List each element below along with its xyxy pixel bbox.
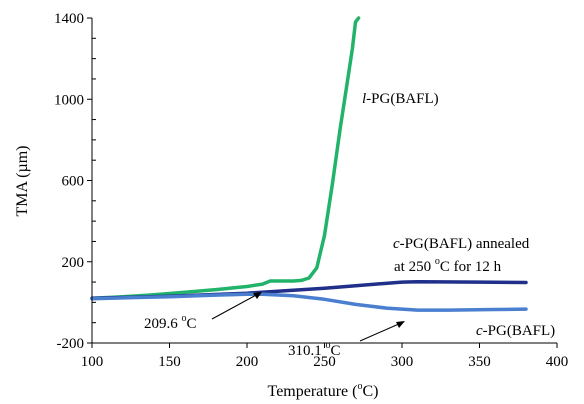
arrowhead-209-6: [253, 292, 262, 299]
x-tick-label: 350: [468, 354, 491, 370]
x-axis-title: Temperature (oC): [268, 381, 379, 400]
series-line-c-pg-bafl: [90, 292, 528, 312]
x-tick-label: 150: [158, 354, 181, 370]
arrow-310-1: [359, 322, 402, 342]
annotation-annealed-line2: at 250 oC for 12 h: [394, 256, 502, 275]
y-tick-label: 1000: [54, 92, 84, 108]
annotation-310-1: 310.1 oC: [288, 340, 341, 359]
arrow-209-6: [211, 293, 259, 320]
x-tick-label: 400: [546, 354, 569, 370]
arrowhead-310-1: [396, 321, 405, 328]
annotation-310-1-end: C: [331, 343, 341, 359]
annotation-l-pg-text: -PG(BAFL): [366, 91, 439, 107]
x-tick-label: 250: [313, 354, 336, 370]
series-lines: [90, 16, 528, 312]
annotation-annealed-line2-end: C for 12 h: [440, 259, 502, 275]
y-tick-label: 600: [62, 174, 85, 190]
annotation-annealed-italic: c: [393, 236, 400, 252]
annotation-annealed-text: -PG(BAFL) annealed: [400, 236, 530, 252]
x-axis-title-end: C): [362, 383, 378, 400]
annotation-209-6-sup: o: [182, 313, 187, 324]
annotation-209-6-text: 209.6: [144, 316, 182, 332]
annotation-annealed-line1: c-PG(BAFL) annealed: [393, 236, 530, 252]
y-axis-ticks: -200 200 600 1000 1400: [54, 11, 96, 352]
annotation-l-pg-italic: l: [362, 91, 366, 107]
y-tick-label: 1400: [54, 11, 84, 27]
annotation-c-pg-text: -PG(BAFL): [483, 323, 556, 339]
annotation-209-6-end: C: [187, 316, 197, 332]
x-axis-ticks: 100 150 200 250 300 350 400: [81, 343, 569, 370]
x-axis-title-main: Temperature (: [268, 383, 358, 400]
annotation-annealed-line2-main: at 250: [394, 259, 435, 275]
annotation-c-pg-italic: c: [476, 323, 483, 339]
y-axis-title: TMA (µm): [14, 146, 31, 217]
annotation-310-1-text: 310.1: [288, 343, 326, 359]
annotation-l-pg-bafl: l-PG(BAFL): [362, 91, 439, 107]
annotation-annealed-sup: o: [435, 256, 440, 267]
x-tick-label: 100: [81, 354, 104, 370]
x-axis-title-sup: o: [357, 381, 362, 392]
series-line-l-pg-bafl: [90, 16, 361, 301]
annotation-209-6: 209.6 oC: [144, 313, 197, 332]
y-tick-label: 200: [62, 255, 85, 271]
x-tick-label: 300: [391, 354, 414, 370]
annotation-310-1-sup: o: [326, 340, 331, 351]
x-tick-label: 200: [236, 354, 259, 370]
y-tick-label: -200: [57, 336, 85, 352]
annotation-c-pg-bafl: c-PG(BAFL): [476, 323, 555, 339]
